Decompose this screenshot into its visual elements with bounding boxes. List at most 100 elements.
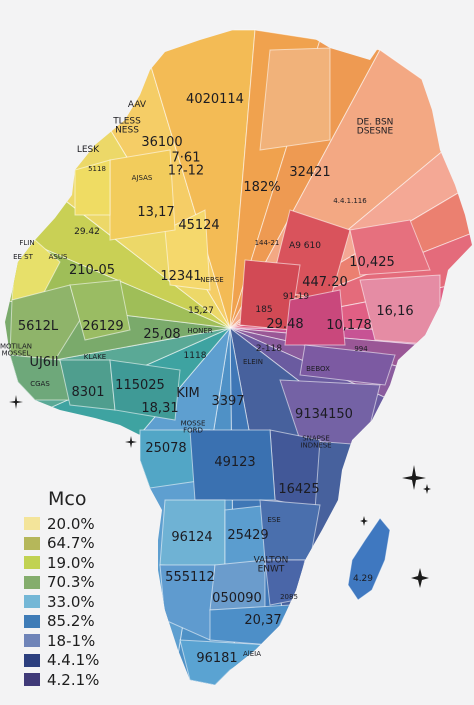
region-value-label: BEBOX [306, 365, 330, 373]
region-value-label: 3397 [211, 394, 244, 409]
region[interactable] [259, 47, 331, 151]
region-value-label: 36100 [141, 135, 182, 150]
legend-item: 19.0% [24, 553, 134, 573]
region-value-label: 29.42 [74, 227, 100, 237]
region-labels: 4020114 AAV TLESS NESS LESK 5118 36100 7·… [0, 92, 414, 666]
legend-item: 85.2% [24, 612, 134, 632]
region-value-label: 994 [354, 345, 368, 353]
region-value-label: TLESS NESS [112, 117, 141, 136]
region-value-label: 050090 [212, 591, 262, 606]
region-value-label: 20,37 [244, 613, 281, 628]
region[interactable] [284, 289, 346, 346]
region-value-label: 5118 [88, 165, 106, 173]
region-value-label: 10,178 [326, 318, 372, 333]
region-value-label: 18,31 [141, 401, 178, 416]
region[interactable] [109, 359, 181, 421]
legend-swatch [24, 556, 40, 570]
madagascar-region[interactable] [347, 517, 391, 601]
region[interactable] [349, 219, 431, 276]
region-value-label: 13,17 [137, 205, 174, 220]
region-value-label: 25078 [145, 441, 186, 456]
region-value-label: ASUS [49, 253, 68, 261]
legend-swatch [24, 634, 40, 648]
sparkle-star-icon [402, 465, 426, 490]
legend-item: 20.0% [24, 514, 134, 534]
sparkle-star-icon [423, 484, 431, 494]
region-value-label: 29.48 [266, 317, 303, 332]
legend-swatch [24, 595, 40, 609]
legend-value: 19.0% [47, 553, 95, 572]
region-value-label: HONER [187, 327, 212, 335]
region-value-label: 1118 [184, 351, 207, 361]
region-value-label: A9 610 [289, 241, 321, 251]
region-value-label: 447.20 [302, 275, 348, 290]
region-value-label: 32421 [289, 165, 330, 180]
region-value-label: KLAKE [84, 353, 106, 361]
region-value-label: UJ6Il [29, 355, 58, 370]
legend-value: 20.0% [47, 514, 95, 533]
region[interactable] [179, 639, 272, 685]
legend-item: 18-1% [24, 631, 134, 651]
region[interactable] [109, 149, 176, 241]
region-value-label: FLIN [19, 239, 34, 247]
legend-swatch [24, 614, 40, 628]
region-value-label: 4.4.1.116 [333, 197, 367, 205]
legend-item: 4.2.1% [24, 670, 134, 690]
region-value-label: LESK [77, 145, 100, 155]
region-value-label: 7·61 1?-12 [168, 151, 204, 179]
legend-value: 64.7% [47, 534, 95, 553]
region-value-label: KIM [176, 386, 200, 401]
region[interactable] [189, 429, 276, 501]
legend-value: 18-1% [47, 631, 96, 650]
region-value-label: 25,08 [143, 327, 180, 342]
region-value-label: 96124 [171, 530, 212, 545]
legend-value: 85.2% [47, 612, 95, 631]
region-value-label: SNAPSE INDNESE [300, 435, 331, 450]
legend-item: 4.4.1% [24, 651, 134, 671]
region[interactable] [259, 499, 321, 561]
legend-item: 70.3% [24, 573, 134, 593]
region[interactable] [74, 159, 111, 216]
region-value-label: AlEIA [243, 650, 261, 658]
sparkle-star-icon [411, 568, 429, 588]
legend-rows: 20.0% 64.7% 19.0% 70.3% 33.0% 85.2% 18-1% 4.4.1… [24, 514, 134, 690]
region-value-label: 5612L [18, 319, 59, 334]
region-value-label: DE. BSN DSESNE [357, 118, 394, 137]
region-value-label: 210-05 [69, 263, 115, 278]
region-value-label: 96181 [196, 651, 237, 666]
region-value-label: 10,425 [349, 255, 395, 270]
region-value-label: EE ST [13, 253, 34, 261]
region-value-label: 9134150 [295, 407, 353, 422]
legend-swatch [24, 536, 40, 550]
map-legend: Mco 20.0% 64.7% 19.0% 70.3% 33.0% 85.2% 18-1% 4… [24, 488, 134, 690]
region[interactable] [164, 209, 211, 291]
region-value-label: ELEIN [243, 358, 263, 366]
region-value-label: NERSE [200, 276, 223, 284]
legend-value: 4.2.1% [47, 670, 100, 689]
region-value-label: 144-21 [255, 239, 280, 247]
region-value-label: 555112 [165, 570, 215, 585]
region-value-label: 26129 [82, 319, 123, 334]
region-value-label: 2085 [280, 593, 298, 601]
legend-title: Mco [48, 488, 87, 510]
region-value-label: 45124 [178, 218, 219, 233]
region-value-label: ESE [267, 516, 280, 524]
sparkle-star-icon [125, 436, 137, 448]
region[interactable] [69, 279, 131, 341]
sparkle-star-icon [360, 516, 368, 526]
region-value-label: CGAS [30, 380, 50, 388]
region[interactable] [299, 344, 396, 386]
legend-value: 70.3% [47, 573, 95, 592]
legend-item: 64.7% [24, 534, 134, 554]
region-value-label: VALTON ENWT [254, 556, 289, 575]
legend-value: 4.4.1% [47, 651, 100, 670]
region[interactable] [9, 284, 81, 361]
region-value-label: 15,27 [188, 306, 214, 316]
region-value-label: MOTILAN MOSSEL [0, 343, 32, 358]
legend-swatch [24, 653, 40, 667]
legend-swatch [24, 673, 40, 687]
region-value-label: 4.29 [353, 574, 373, 584]
region-value-label: 185 [255, 305, 272, 315]
sparkle-star-decorations [9, 395, 431, 588]
